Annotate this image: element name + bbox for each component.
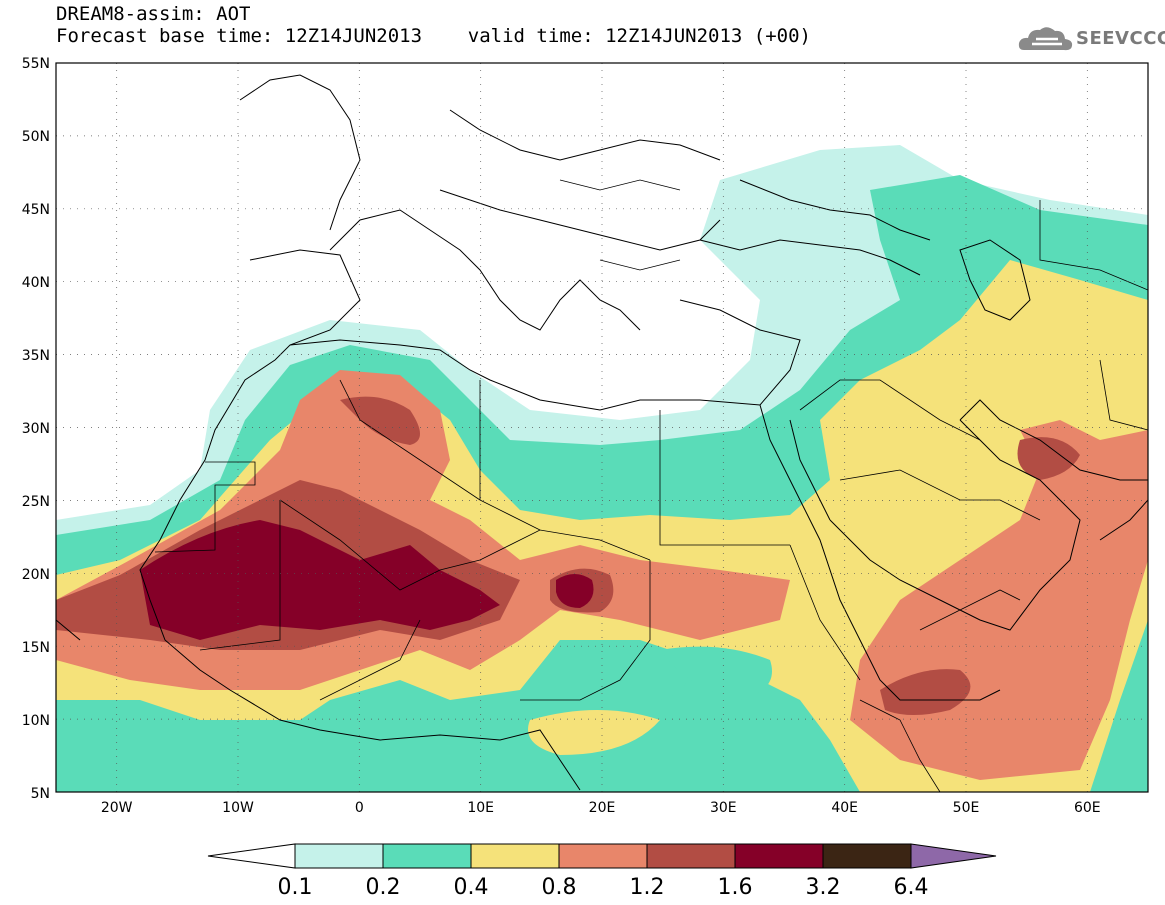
lat-label: 50N <box>22 129 50 145</box>
colorbar-segment <box>294 843 384 869</box>
forecast-time-line: Forecast base time: 12Z14JUN2013 valid t… <box>56 25 811 47</box>
colorbar-label: 6.4 <box>894 875 929 900</box>
cloud-logo-icon <box>1018 27 1073 51</box>
lon-label: 50E <box>953 800 980 816</box>
colorbar-segment <box>822 843 912 869</box>
lat-label: 5N <box>31 786 50 802</box>
borders <box>154 179 1148 792</box>
lon-label: 40E <box>831 800 858 816</box>
lon-label: 10E <box>467 800 494 816</box>
lat-label: 35N <box>22 348 50 364</box>
lat-label: 55N <box>22 56 50 72</box>
logo-text: SEEVCCC <box>1076 28 1165 49</box>
colorbar-segment <box>470 843 560 869</box>
lon-label: 60E <box>1074 800 1101 816</box>
colorbar-label: 1.6 <box>718 875 753 900</box>
colorbar-label: 0.4 <box>454 875 489 900</box>
lon-label: 20E <box>589 800 616 816</box>
lat-label: 45N <box>22 202 50 218</box>
lat-label: 15N <box>22 640 50 656</box>
lat-label: 10N <box>22 713 50 729</box>
colorbar-label: 3.2 <box>806 875 841 900</box>
colorbar-segment <box>558 843 648 869</box>
lon-label: 10W <box>222 800 254 816</box>
colorbar-segment <box>382 843 472 869</box>
lon-label: 20W <box>101 800 133 816</box>
gridlines <box>56 63 1148 792</box>
longitude-labels: 20W 10W 0 10E 20E 30E 40E 50E 60E <box>101 800 1101 816</box>
lat-label: 40N <box>22 275 50 291</box>
colorbar-segment <box>734 843 824 869</box>
lat-label: 20N <box>22 567 50 583</box>
lon-label: 0 <box>355 800 364 816</box>
latitude-labels: 55N 50N 45N 40N 35N 30N 25N 20N 15N 10N … <box>22 56 50 802</box>
colorbar-label: 0.8 <box>542 875 577 900</box>
colorbar-high-arrow <box>910 843 997 869</box>
colorbar-label: 0.2 <box>366 875 401 900</box>
map-frame <box>55 62 1149 793</box>
colorbar-segment <box>646 843 736 869</box>
coastlines <box>56 74 1148 791</box>
colorbar: 0.1 0.2 0.4 0.8 1.2 1.6 3.2 6.4 <box>207 843 997 900</box>
lat-label: 30N <box>22 421 50 437</box>
lat-label: 25N <box>22 494 50 510</box>
map-title: DREAM8-assim: AOT <box>56 3 251 25</box>
colorbar-label: 1.2 <box>630 875 665 900</box>
colorbar-low-arrow <box>207 843 296 869</box>
colorbar-label: 0.1 <box>278 875 313 900</box>
lon-label: 30E <box>710 800 737 816</box>
